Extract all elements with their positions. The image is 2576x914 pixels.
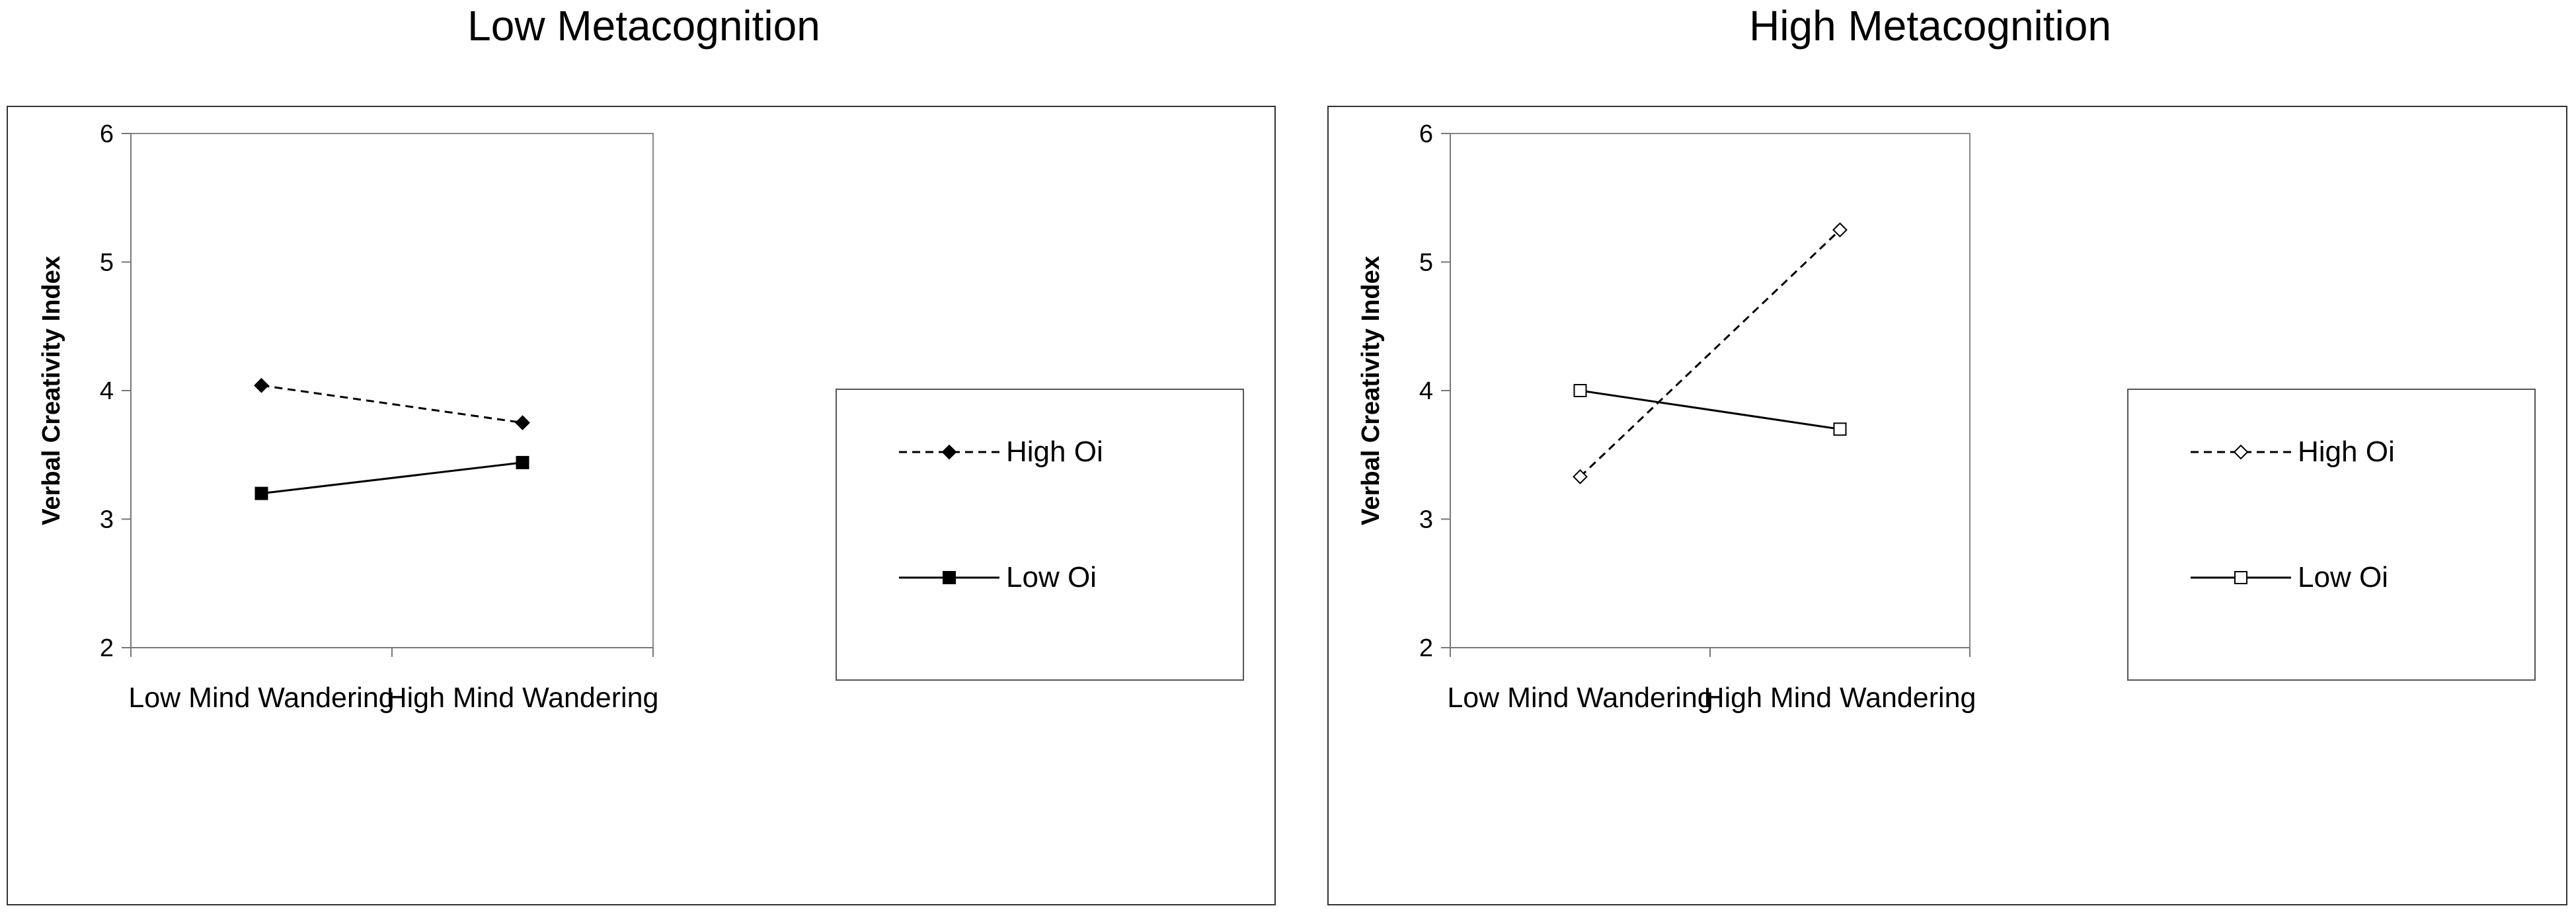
legend-item: Low Oi xyxy=(2188,558,2388,597)
legend-swatch xyxy=(2191,444,2291,460)
x-tick-label: Low Mind Wandering xyxy=(1447,682,1713,714)
legend-label: High Oi xyxy=(2298,436,2395,468)
series-high-oi xyxy=(254,377,530,431)
chart-frame: 2 3 4 5 6 Low Mind Wandering High Mind Wanderi… xyxy=(1327,106,2567,905)
y-tick-label: 4 xyxy=(100,377,114,405)
data-point xyxy=(254,377,269,393)
plot-area xyxy=(1450,133,1971,648)
legend-swatch xyxy=(899,444,999,460)
y-tick-label: 2 xyxy=(1419,634,1433,662)
legend-item: High Oi xyxy=(2188,432,2395,472)
y-tick-label: 2 xyxy=(100,634,114,662)
series-low-oi xyxy=(1573,384,1847,436)
y-tick-label: 5 xyxy=(1419,249,1433,277)
legend: High Oi Low Oi xyxy=(836,389,1244,681)
legend-item: Low Oi xyxy=(896,558,1097,597)
x-tick-label: High Mind Wandering xyxy=(387,682,659,714)
y-tick-label: 6 xyxy=(1419,120,1433,148)
chart-panel-low-metacognition: Low Metacognition 2 3 4 5 6 Low Mind Wanderin… xyxy=(7,2,1276,905)
legend-label: High Oi xyxy=(1006,436,1103,468)
legend-item: High Oi xyxy=(896,432,1103,472)
plot-area xyxy=(130,133,654,648)
chart-panel-high-metacognition: High Metacognition 2 3 4 5 6 Low Mind Wanderi… xyxy=(1286,0,2574,914)
y-tick-label: 5 xyxy=(100,249,114,277)
y-tick-label: 6 xyxy=(100,120,114,148)
legend-marker xyxy=(943,571,956,584)
series-line xyxy=(1580,389,1840,430)
series-line xyxy=(1579,229,1841,478)
data-point xyxy=(1573,469,1588,484)
legend-marker xyxy=(2234,571,2247,584)
legend: High Oi Low Oi xyxy=(2127,389,2536,681)
chart-title: Low Metacognition xyxy=(467,2,820,50)
legend-label: Low Oi xyxy=(1006,561,1097,593)
data-point xyxy=(1833,422,1847,436)
y-tick-label: 3 xyxy=(100,506,114,534)
data-point xyxy=(516,455,529,469)
legend-label: Low Oi xyxy=(2298,561,2388,593)
legend-marker xyxy=(2233,444,2249,460)
data-point xyxy=(515,415,530,431)
x-tick-label: High Mind Wandering xyxy=(1704,682,1976,714)
legend-swatch xyxy=(899,571,999,584)
chart-title: High Metacognition xyxy=(1749,2,2111,50)
data-point xyxy=(1573,384,1587,397)
legend-marker xyxy=(941,444,957,460)
y-tick-label: 3 xyxy=(1419,506,1433,534)
y-tick-label: 4 xyxy=(1419,377,1433,405)
chart-frame: 2 3 4 5 6 Low Mind Wandering High Mind Wanderi… xyxy=(7,106,1276,905)
data-point xyxy=(1832,222,1848,238)
legend-swatch xyxy=(2191,571,2291,584)
x-tick-label: Low Mind Wandering xyxy=(128,682,394,714)
y-axis-label: Verbal Creativity Index xyxy=(1357,256,1385,525)
series-line xyxy=(261,461,523,495)
series-high-oi xyxy=(1573,222,1848,484)
y-axis-label: Verbal Creativity Index xyxy=(38,256,65,525)
data-point xyxy=(254,486,268,500)
series-line xyxy=(261,384,523,424)
series-low-oi xyxy=(254,455,529,500)
